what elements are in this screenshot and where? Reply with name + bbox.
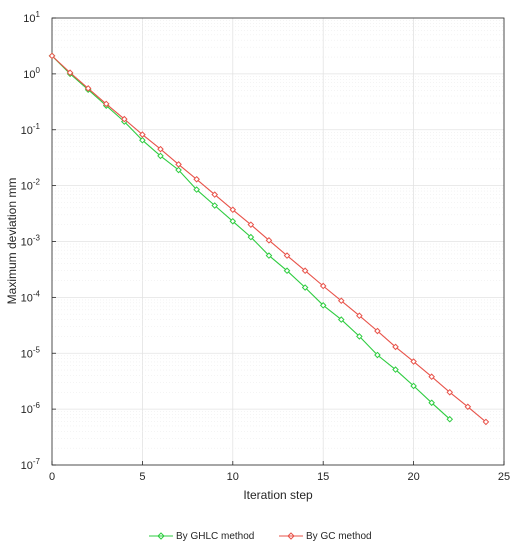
- x-tick-label: 0: [49, 471, 55, 483]
- data-point: [157, 145, 164, 153]
- data-point: [265, 252, 273, 259]
- data-point: [356, 312, 363, 320]
- legend: By GHLC method By GC method: [149, 531, 372, 542]
- x-tick-label: 10: [227, 471, 239, 483]
- legend-label-ghlc: By GHLC method: [176, 531, 254, 542]
- x-tick-label: 20: [407, 471, 419, 483]
- y-tick-label: 10-4: [21, 289, 41, 304]
- x-tick-label: 25: [498, 471, 510, 483]
- data-point: [175, 166, 182, 174]
- legend-marker-ghlc: [157, 532, 165, 540]
- legend-label-gc: By GC method: [306, 531, 372, 542]
- series-layer: [48, 52, 490, 426]
- y-axis-ticks: 101 100 10-1 10-2 10-3 10-4 10-5 10-6 10-7: [21, 10, 56, 472]
- data-point: [247, 233, 255, 241]
- data-point: [392, 366, 399, 373]
- y-tick-label: 100: [23, 66, 40, 81]
- data-point: [247, 221, 255, 228]
- series-1: [48, 52, 490, 426]
- data-point: [283, 267, 291, 275]
- data-point: [482, 418, 490, 426]
- data-point: [193, 186, 200, 193]
- data-point: [139, 136, 146, 144]
- data-point: [319, 302, 327, 309]
- data-point: [84, 85, 92, 92]
- y-tick-label: 10-3: [21, 234, 41, 249]
- data-point: [337, 297, 345, 305]
- legend-marker-gc: [287, 532, 295, 540]
- data-point: [446, 388, 454, 396]
- x-tick-label: 5: [139, 471, 145, 483]
- data-point: [157, 152, 164, 160]
- y-tick-label: 10-7: [21, 457, 41, 472]
- legend-item-ghlc: By GHLC method: [149, 531, 254, 542]
- data-point: [410, 382, 417, 390]
- data-point: [48, 52, 56, 60]
- y-tick-label: 10-5: [21, 345, 41, 360]
- data-point: [175, 161, 182, 168]
- legend-item-gc: By GC method: [279, 531, 372, 542]
- data-point: [374, 327, 381, 335]
- data-point: [428, 373, 435, 381]
- x-axis-ticks: 0 5 10 15 20 25: [49, 461, 510, 483]
- x-tick-label: 15: [317, 471, 329, 483]
- data-point: [374, 351, 381, 359]
- data-point: [410, 358, 417, 365]
- data-point: [319, 282, 327, 290]
- data-point: [283, 252, 291, 259]
- data-point: [193, 175, 200, 183]
- y-tick-label: 10-6: [21, 401, 41, 416]
- data-point: [211, 202, 219, 209]
- data-point: [392, 343, 399, 351]
- data-point: [139, 131, 146, 138]
- y-tick-label: 10-1: [21, 122, 41, 137]
- data-point: [121, 115, 128, 123]
- data-point: [446, 415, 454, 423]
- y-tick-label: 10-2: [21, 178, 41, 193]
- data-point: [301, 267, 309, 275]
- x-axis-label: Iteration step: [243, 488, 313, 502]
- data-point: [464, 403, 472, 411]
- data-point: [301, 284, 309, 291]
- data-point: [229, 217, 237, 225]
- data-point: [356, 333, 363, 340]
- data-point: [66, 69, 74, 76]
- data-point: [211, 191, 219, 198]
- y-axis-label: Maximum deviation mm: [5, 178, 19, 305]
- y-tick-label: 101: [23, 10, 40, 25]
- data-point: [102, 100, 110, 108]
- data-point: [337, 316, 345, 323]
- data-point: [265, 237, 273, 244]
- data-point: [229, 206, 237, 214]
- data-point: [428, 399, 435, 407]
